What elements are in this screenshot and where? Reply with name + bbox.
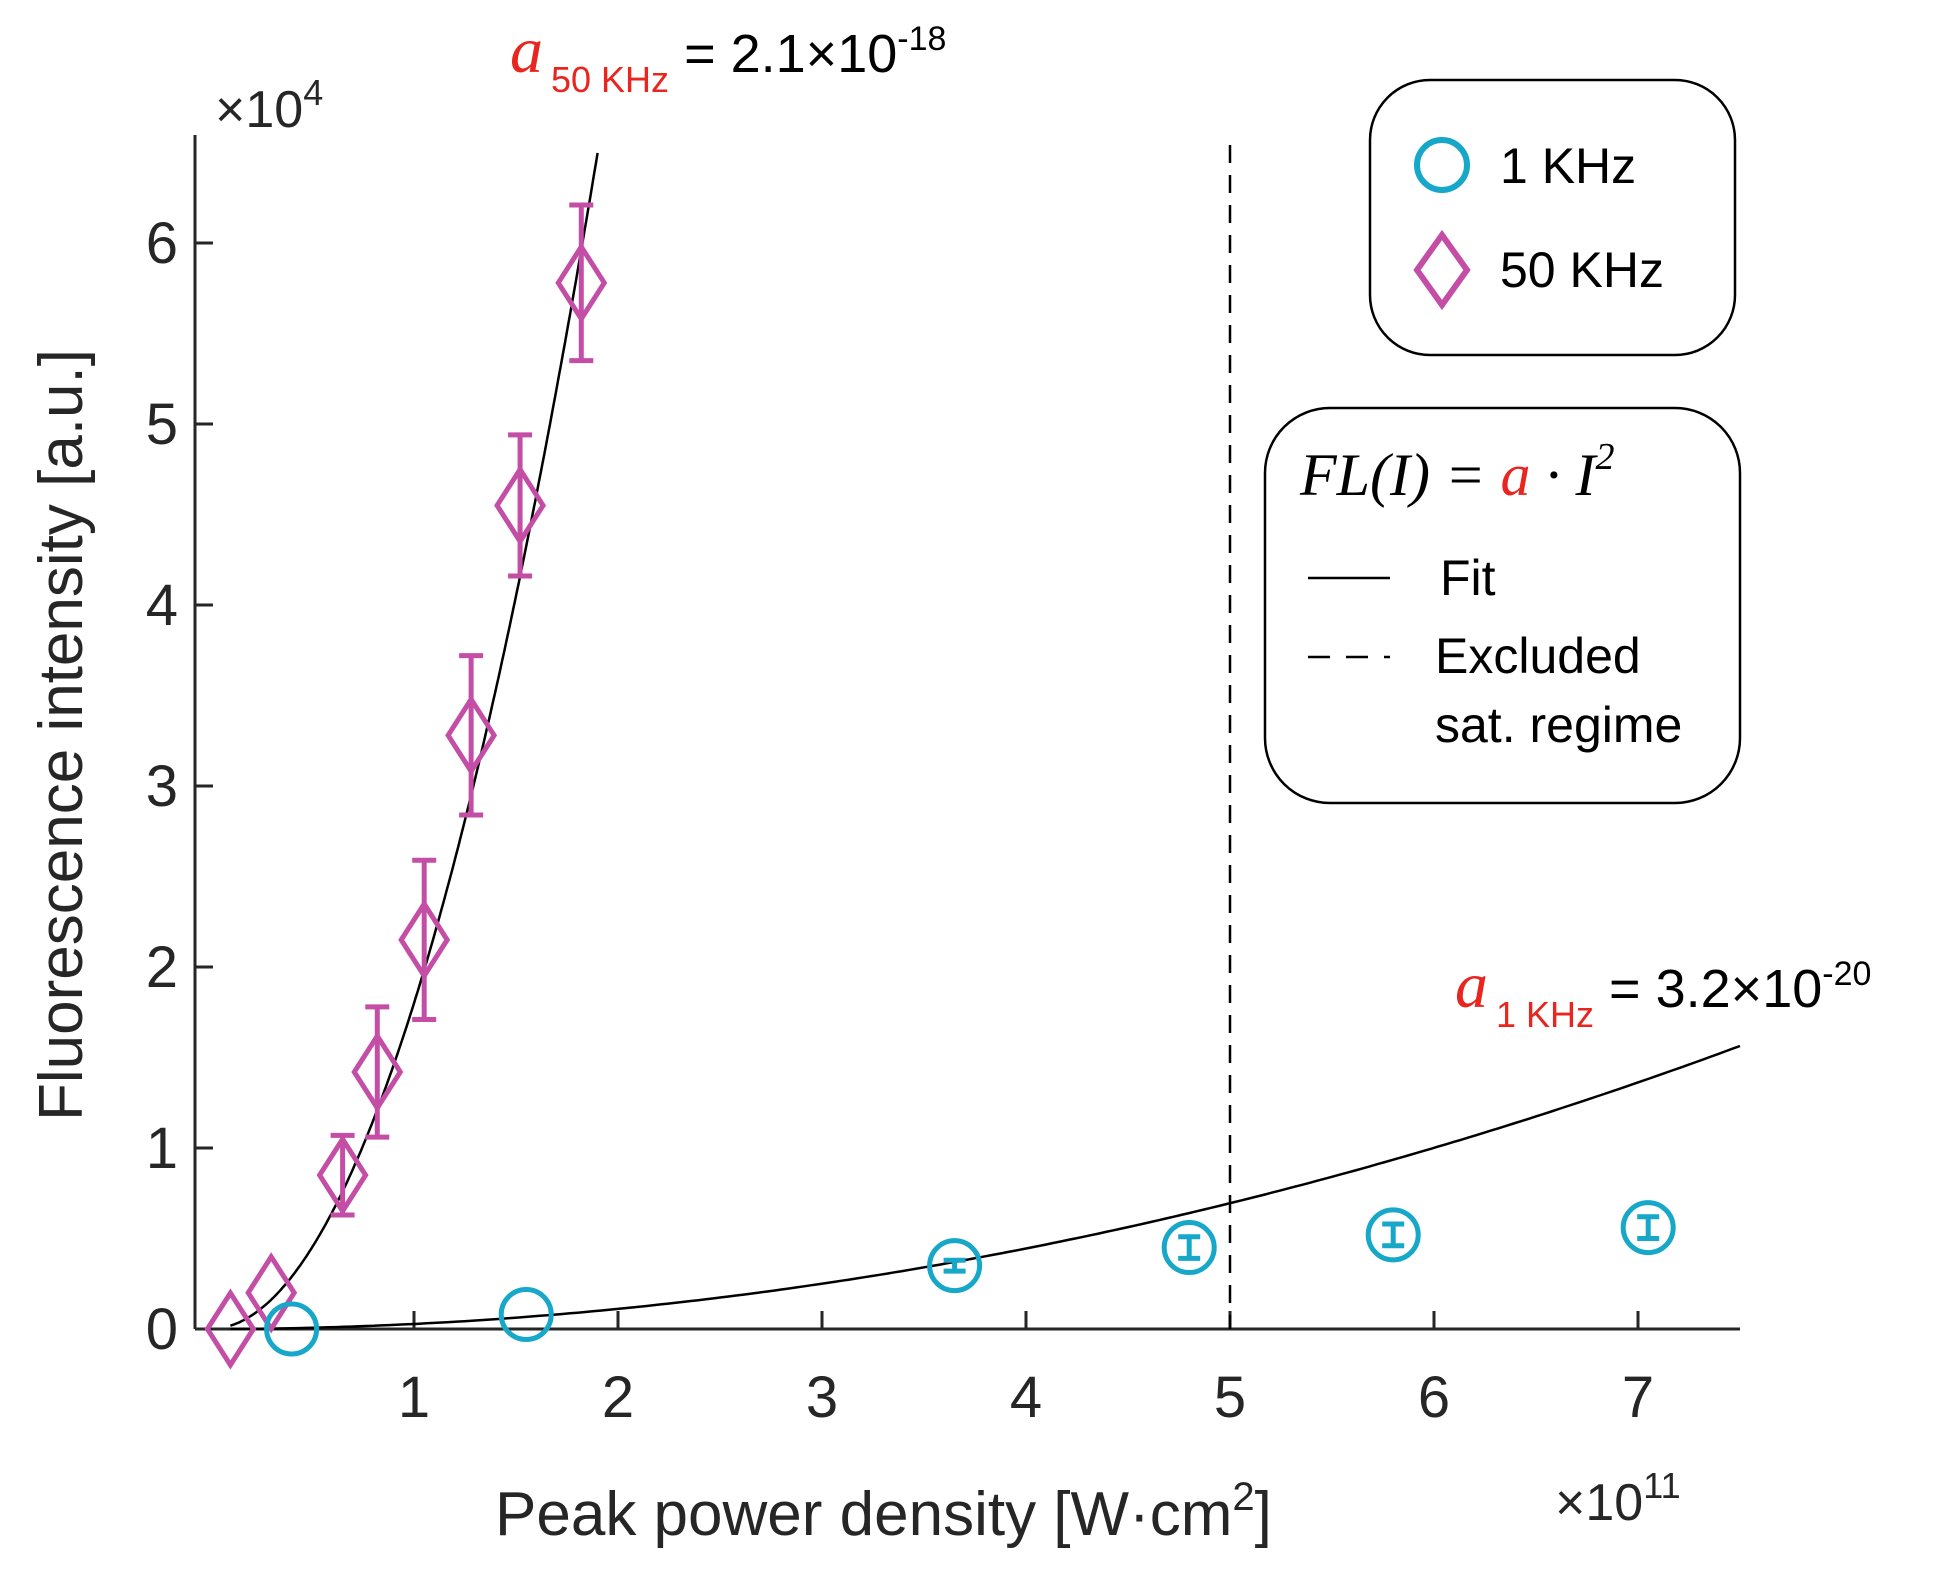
annotation-a1-sub: 1 KHz: [1496, 994, 1594, 1035]
formula-sup: 2: [1595, 436, 1614, 478]
point-50khz: [316, 1134, 369, 1216]
y-tick-label: 0: [146, 1297, 178, 1362]
fit-curve-1khz: [230, 1044, 1741, 1331]
formula-box-frame: [1263, 406, 1742, 805]
point-50khz: [398, 899, 451, 981]
y-multiplier-exp: 4: [303, 72, 323, 113]
point-1khz: [1365, 1207, 1421, 1263]
y-multiplier: ×104: [215, 72, 323, 139]
formula-text: FL(I) = a · I2: [1299, 436, 1614, 508]
point-1khz: [264, 1301, 320, 1357]
x-ticks: 1 2 3 4 5 6 7: [398, 1311, 1654, 1430]
legend-label-1khz: 1 KHz: [1500, 138, 1636, 194]
x-axis-label: Peak power density [W·cm2]: [495, 1475, 1272, 1549]
y-tick-label: 1: [146, 1116, 178, 1181]
point-1khz: [498, 1287, 554, 1343]
y-tick-label: 3: [146, 754, 178, 819]
formula-rhs: · I: [1530, 442, 1598, 508]
y-ticks: 0 1 2 3 4 5 6: [146, 211, 213, 1362]
annotation-a50-exp: -18: [897, 20, 946, 58]
annotation-a50-value: = 2.1×10: [669, 24, 897, 84]
x-tick-label: 1: [398, 1365, 430, 1430]
point-50khz: [555, 242, 608, 324]
legend: 1 KHz 50 KHz: [1368, 78, 1737, 357]
x-axis-label-sup: 2: [1232, 1475, 1254, 1519]
legend-box: [1368, 78, 1737, 357]
data-markers: [204, 202, 1676, 1370]
x-tick-label: 2: [602, 1365, 634, 1430]
x-axis-label-main: Peak power density [W·cm: [495, 1480, 1232, 1549]
fit-curve-50khz: [230, 152, 599, 1327]
annotation-a50: a 50 KHz = 2.1×10-18: [510, 14, 946, 100]
point-50khz: [351, 1031, 404, 1113]
point-50khz: [204, 1288, 257, 1370]
x-tick-label: 7: [1622, 1365, 1654, 1430]
y-multiplier-base: ×10: [215, 81, 303, 139]
annotation-a50-sub: 50 KHz: [551, 59, 669, 100]
formula-excluded-label-1: Excluded: [1435, 628, 1641, 684]
y-tick-label: 2: [146, 935, 178, 1000]
point-1khz: [927, 1238, 983, 1294]
legend-marker-50khz: [1413, 229, 1471, 311]
x-multiplier-base: ×10: [1555, 1474, 1643, 1532]
formula-lhs: FL(I) =: [1299, 442, 1500, 508]
y-axis-label: Fluorescence intensity [a.u.]: [27, 349, 96, 1121]
legend-label-50khz: 50 KHz: [1500, 242, 1664, 298]
x-tick-label: 3: [806, 1365, 838, 1430]
x-tick-label: 5: [1214, 1365, 1246, 1430]
point-50khz: [445, 694, 498, 776]
formula-a: a: [1500, 442, 1530, 508]
point-1khz: [1161, 1220, 1217, 1276]
y-tick-label: 5: [146, 392, 178, 457]
point-50khz: [494, 464, 547, 547]
x-tick-label: 6: [1418, 1365, 1450, 1430]
formula-excluded-label-2: sat. regime: [1435, 697, 1682, 753]
x-multiplier-exp: 11: [1643, 1465, 1680, 1506]
annotation-a50-symbol: a: [510, 14, 543, 87]
formula-box: FL(I) = a · I2 Fit Excluded sat. regime: [1263, 406, 1742, 805]
annotation-a1-symbol: a: [1455, 949, 1488, 1022]
x-tick-label: 4: [1010, 1365, 1042, 1430]
point-50khz: [245, 1252, 298, 1334]
point-1khz: [1620, 1200, 1676, 1256]
x-axis-label-end: ]: [1255, 1480, 1272, 1549]
annotation-a1-value: = 3.2×10: [1594, 959, 1822, 1019]
legend-marker-1khz: [1414, 137, 1470, 193]
formula-fit-label: Fit: [1440, 550, 1496, 606]
x-multiplier: ×1011: [1555, 1465, 1681, 1532]
y-tick-label: 6: [146, 211, 178, 276]
annotation-a1-exp: -20: [1822, 955, 1871, 993]
y-tick-label: 4: [146, 573, 178, 638]
